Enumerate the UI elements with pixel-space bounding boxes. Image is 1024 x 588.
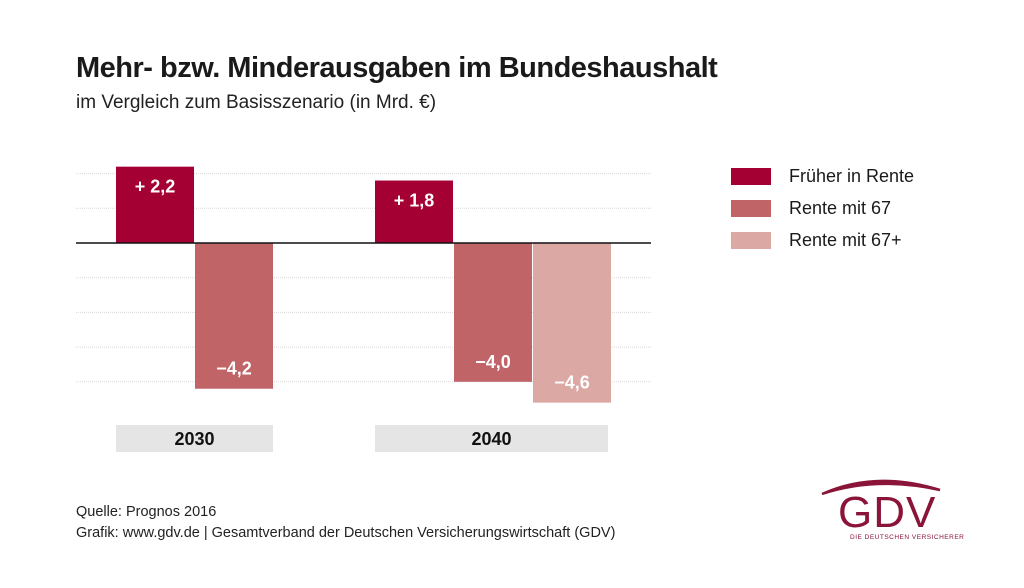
source-note: Quelle: Prognos 2016 Grafik: www.gdv.de … — [76, 502, 615, 544]
category-label: 2040 — [471, 429, 511, 449]
legend: Früher in Rente Rente mit 67 Rente mit 6… — [731, 160, 914, 256]
chart-subtitle: im Vergleich zum Basisszenario (in Mrd. … — [76, 92, 437, 113]
category-label-box — [375, 425, 608, 452]
category-label-box — [116, 425, 273, 452]
bar-fr-her-in-rente-2040 — [375, 180, 453, 243]
legend-swatch — [731, 167, 771, 185]
bar-rente-mit-67-2030 — [195, 243, 273, 389]
legend-label: Rente mit 67 — [789, 197, 892, 218]
credit-text: Grafik: www.gdv.de | Gesamtverband der D… — [76, 525, 616, 541]
gdv-logo: GDV DIE DEUTSCHEN VERSICHERER — [816, 470, 976, 550]
data-label: + 2,2 — [135, 177, 176, 197]
data-label: −4,0 — [475, 352, 511, 372]
legend-label: Rente mit 67+ — [789, 229, 902, 250]
bar-fr-her-in-rente-2030 — [116, 166, 194, 243]
logo-tagline: DIE DEUTSCHEN VERSICHERER — [850, 534, 965, 541]
legend-label: Früher in Rente — [789, 165, 915, 186]
legend-item: Rente mit 67+ — [731, 224, 914, 256]
source-text: Quelle: Prognos 2016 — [76, 504, 217, 520]
data-label: −4,2 — [216, 359, 252, 379]
data-label: + 1,8 — [394, 191, 435, 211]
legend-swatch — [731, 231, 771, 249]
bar-rente-mit-67--2040 — [533, 243, 611, 403]
logo-text: GDV — [838, 488, 937, 537]
chart-title: Mehr- bzw. Minderausgaben im Bundeshaush… — [76, 52, 718, 84]
legend-item: Früher in Rente — [731, 160, 914, 192]
legend-item: Rente mit 67 — [731, 192, 914, 224]
logo-arc-icon — [821, 479, 941, 496]
legend-swatch — [731, 199, 771, 217]
data-label: −4,6 — [554, 373, 590, 393]
bar-rente-mit-67-2040 — [454, 243, 532, 382]
category-label: 2030 — [174, 429, 214, 449]
